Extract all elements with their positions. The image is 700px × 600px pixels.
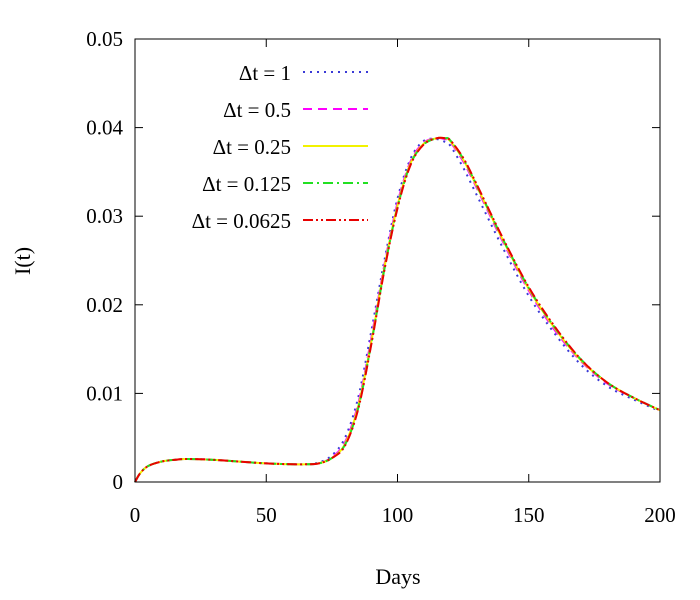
y-tick-label: 0.01: [86, 381, 123, 405]
tick-labels-layer: 0 50 100 150 200 0 0.01 0.02 0.03 0.04 0.05: [86, 27, 676, 527]
x-tick-label: 150: [513, 503, 545, 527]
x-axis-title: Days: [375, 564, 420, 589]
x-tick-label: 0: [130, 503, 141, 527]
x-tick-label: 100: [382, 503, 414, 527]
plot-frame: [134, 38, 661, 483]
y-tick-label: 0.04: [86, 116, 123, 140]
y-tick-label: 0.02: [86, 293, 123, 317]
legend-label: Δt = 0.125: [202, 172, 291, 196]
y-tick-label: 0.03: [86, 204, 123, 228]
plot-area: [134, 38, 661, 483]
series-line: [134, 136, 661, 483]
x-tick-label: 200: [644, 503, 676, 527]
legend-label: Δt = 0.0625: [192, 209, 291, 233]
y-tick-label: 0: [113, 470, 124, 494]
legend-label: Δt = 1: [239, 61, 291, 85]
series-layer: [134, 136, 661, 483]
y-axis-title: I(t): [10, 247, 35, 275]
legend: Δt = 1 Δt = 0.5 Δt = 0.25 Δt = 0.125 Δt = 0.…: [192, 61, 368, 233]
ticks-layer: [134, 38, 661, 483]
y-tick-label: 0.05: [86, 27, 123, 51]
legend-label: Δt = 0.5: [223, 98, 291, 122]
legend-label: Δt = 0.25: [213, 135, 291, 159]
x-tick-label: 50: [256, 503, 277, 527]
